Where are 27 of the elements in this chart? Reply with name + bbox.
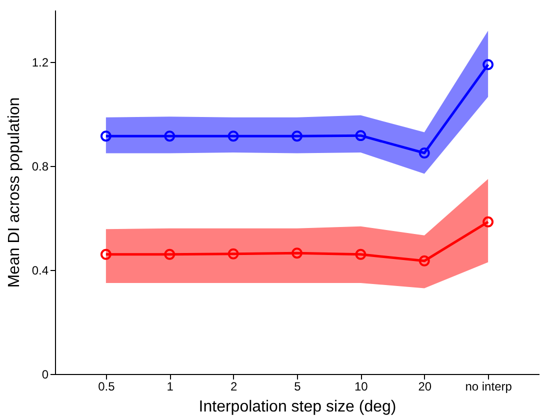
x-tick-label: 2 <box>230 380 238 394</box>
point <box>355 248 366 260</box>
point <box>228 248 239 260</box>
point <box>228 130 239 142</box>
point <box>482 216 494 228</box>
point <box>100 130 112 142</box>
y-axis-title: Mean DI across population <box>6 97 23 288</box>
point <box>164 130 176 142</box>
x-axis-title: Interpolation step size (deg) <box>198 398 396 416</box>
y-tick-label: 0.4 <box>32 264 49 278</box>
y-tick-label: 0 <box>42 368 49 382</box>
point <box>355 130 366 142</box>
x-tick-label: 0.5 <box>98 380 116 394</box>
x-tick-label: 1 <box>166 380 174 394</box>
y-tick-label: 1.2 <box>32 56 49 70</box>
point <box>100 248 112 260</box>
point <box>418 255 430 266</box>
x-tick-label: no interp <box>465 380 512 394</box>
x-tick-label: 10 <box>354 380 368 394</box>
x-tick-label: 5 <box>294 380 302 394</box>
point <box>292 130 302 142</box>
x-tick-label: 20 <box>418 380 432 394</box>
point <box>292 248 302 259</box>
y-tick-label: 0.8 <box>32 160 49 174</box>
point <box>482 59 494 70</box>
point <box>418 148 430 158</box>
point <box>164 248 176 260</box>
